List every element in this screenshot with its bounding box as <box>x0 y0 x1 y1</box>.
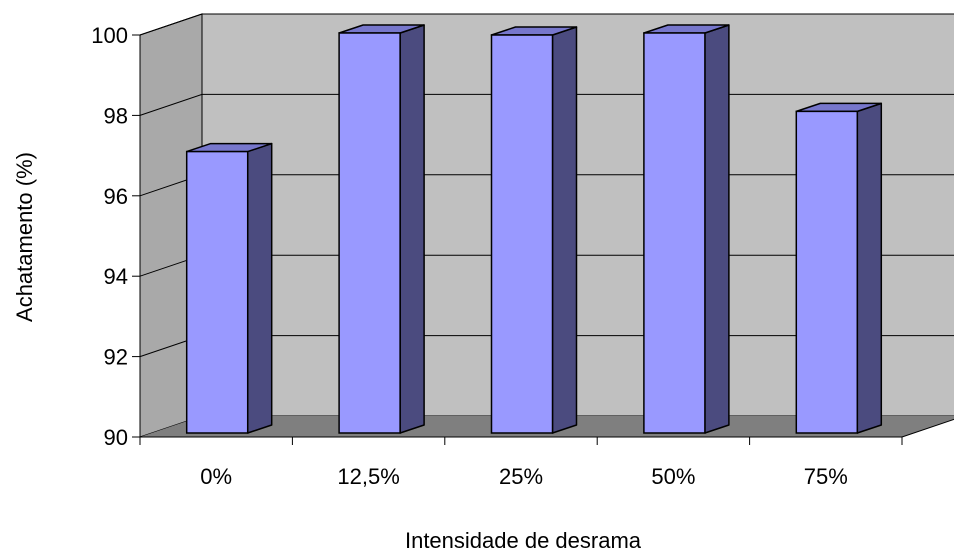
bar <box>338 24 425 434</box>
x-tick-label: 12,5% <box>337 464 399 489</box>
axes <box>132 34 954 445</box>
bar-front <box>185 150 249 434</box>
y-tick-label: 92 <box>104 345 128 370</box>
x-tick-label: 75% <box>804 464 848 489</box>
x-tick-label: 0% <box>200 464 232 489</box>
y-tick-labels: 90 92 94 96 98 100 <box>91 23 128 450</box>
y-tick-label: 100 <box>91 23 128 48</box>
gridline <box>139 13 954 36</box>
x-tick-labels: 0% 12,5% 25% 50% 75% <box>200 464 848 489</box>
y-tick-label: 96 <box>104 184 128 209</box>
bar-front <box>490 34 554 434</box>
x-axis-title: Intensidade de desrama <box>405 528 642 553</box>
bar-side <box>704 24 730 434</box>
x-tick-label: 50% <box>651 464 695 489</box>
bar-front <box>643 32 706 434</box>
bar-side <box>399 24 425 434</box>
bar-side <box>551 26 578 434</box>
y-tick-label: 90 <box>104 425 128 450</box>
y-tick-label: 98 <box>104 103 128 128</box>
bar-front <box>795 110 859 434</box>
bar-front <box>338 32 401 434</box>
bar <box>490 26 578 434</box>
bars <box>185 24 883 434</box>
x-tick-label: 25% <box>499 464 543 489</box>
bar <box>185 142 273 434</box>
y-axis-title: Achatamento (%) <box>12 152 37 322</box>
bar <box>795 102 883 434</box>
bar-side <box>856 102 883 434</box>
y-tick-label: 94 <box>104 264 128 289</box>
bar <box>643 24 730 434</box>
bar-side <box>246 142 273 434</box>
